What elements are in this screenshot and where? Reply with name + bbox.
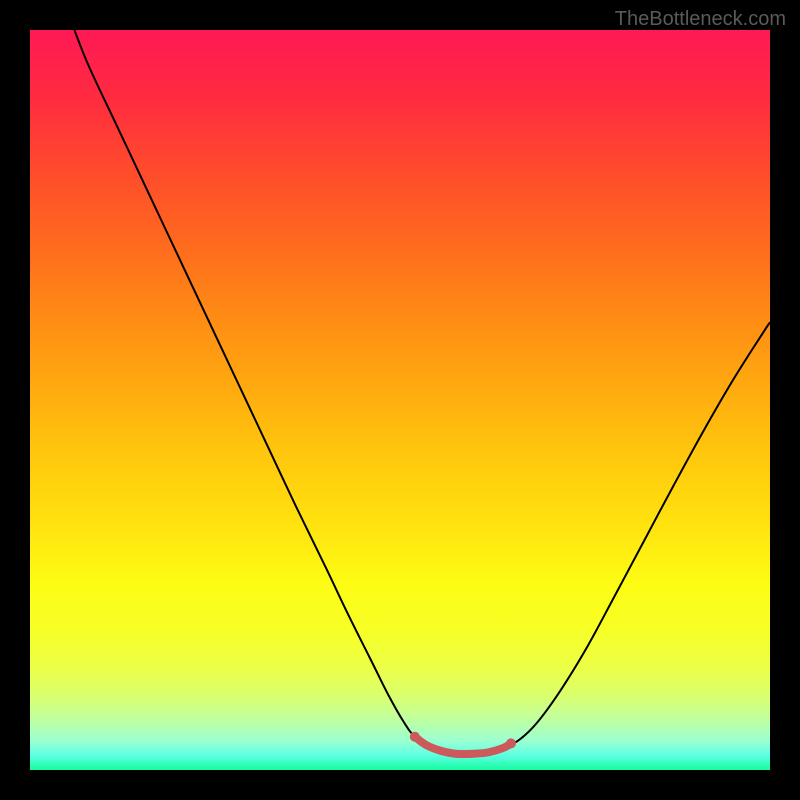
gradient-background xyxy=(30,30,770,770)
chart-container xyxy=(30,30,770,770)
bottleneck-chart xyxy=(30,30,770,770)
watermark-text: TheBottleneck.com xyxy=(615,8,786,31)
highlight-endpoint-1 xyxy=(506,738,516,748)
highlight-endpoint-0 xyxy=(410,732,420,742)
